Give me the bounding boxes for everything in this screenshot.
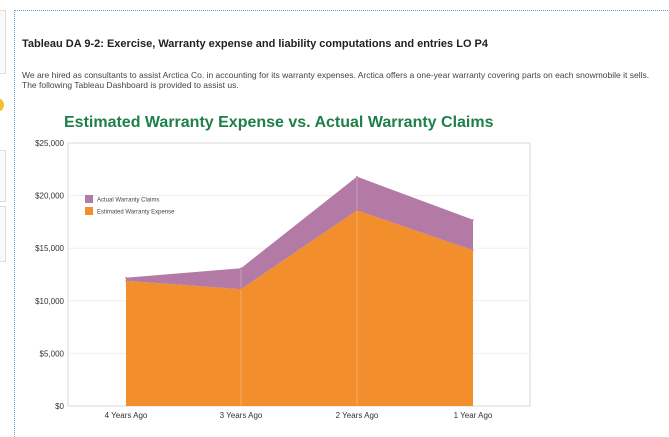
x-axis-ticks: 4 Years Ago 3 Years Ago 2 Years Ago 1 Year … [105,411,493,420]
page-frame [14,10,669,437]
x-tick-label: 4 Years Ago [105,411,148,420]
actual-claims-point [356,175,358,178]
estimated-expense-point [240,288,242,291]
x-tick-label: 1 Year Ago [454,411,493,420]
estimated-expense-point [125,280,127,282]
actual-claims-point [125,276,127,279]
y-tick-label: $0 [55,402,64,411]
exercise-heading: Tableau DA 9-2: Exercise, Warranty expen… [22,38,489,50]
x-tick-label: 3 Years Ago [220,411,263,420]
estimated-expense-area [126,210,473,406]
y-tick-label: $15,000 [35,244,64,253]
x-tick-label: 2 Years Ago [336,411,379,420]
side-panel-tab[interactable] [0,10,6,74]
side-panel-tab[interactable] [0,150,6,202]
legend: Actual Warranty Claims Estimated Warranty… [85,195,175,216]
side-indicator-icon [0,98,4,112]
legend-label: Actual Warranty Claims [97,198,159,204]
legend-label: Estimated Warranty Expense [97,210,175,216]
y-axis-ticks: $0 $5,000 $10,000 $15,000 $20,000 $25,000 [35,139,64,411]
actual-claims-point [472,218,474,221]
y-tick-label: $10,000 [35,297,64,306]
actual-claims-area [126,176,473,290]
chart-title: Estimated Warranty Expense vs. Actual Wa… [64,114,494,131]
estimated-expense-point [356,209,358,212]
y-tick-label: $25,000 [35,139,64,148]
legend-swatch [85,195,93,203]
y-tick-label: $5,000 [40,349,65,358]
actual-claims-point [240,267,242,269]
legend-swatch [85,207,93,215]
area-series [125,175,474,406]
estimated-expense-point [472,249,474,252]
intro-paragraph: We are hired as consultants to assist Ar… [22,70,650,90]
y-tick-label: $20,000 [35,192,64,201]
side-panel-tab[interactable] [0,206,6,262]
